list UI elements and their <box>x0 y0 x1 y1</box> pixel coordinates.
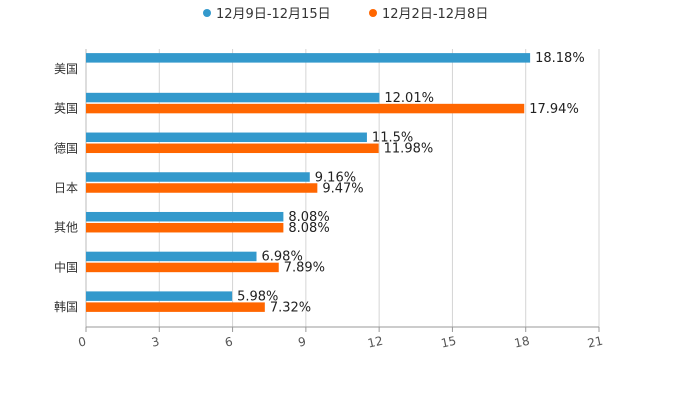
x-tick-label: 21 <box>586 334 604 351</box>
data-label: 11.98% <box>384 142 434 157</box>
data-label: 11.5% <box>372 131 413 146</box>
bar-series1 <box>86 211 284 222</box>
bar-series2 <box>86 183 318 193</box>
x-tick-label: 3 <box>150 334 160 349</box>
bar-series1 <box>86 132 367 143</box>
category-label: 韩国 <box>54 299 78 314</box>
x-tick-label: 0 <box>77 334 87 349</box>
legend: 12月9日-12月15日 12月2日-12月8日 <box>203 7 488 22</box>
bar-series2 <box>86 222 284 233</box>
data-label: 9.47% <box>322 181 363 196</box>
category-label: 其他 <box>54 221 78 235</box>
category-label: 德国 <box>54 140 78 155</box>
bar-series1 <box>86 92 380 103</box>
bar-series2 <box>86 103 525 114</box>
bar-series2 <box>86 262 279 273</box>
data-label: 17.94% <box>529 102 579 117</box>
data-label: 8.08% <box>288 221 329 236</box>
data-label: 6.98% <box>262 250 303 265</box>
x-tick-label: 18 <box>513 334 531 351</box>
category-label: 中国 <box>54 259 78 274</box>
legend-label-1: 12月9日-12月15日 <box>216 7 331 22</box>
bar-series2 <box>86 302 265 312</box>
data-label: 9.16% <box>315 170 356 185</box>
labels: 美国 18.18% 英国 12.01% 17.94% 德国 11.5%11.98% 日本 9.1… <box>54 51 585 315</box>
x-tick-label: 6 <box>224 334 234 349</box>
legend-marker-2 <box>369 9 377 17</box>
data-label: 12.01% <box>384 91 434 106</box>
x-tick-label: 15 <box>440 334 458 351</box>
bar-series1 <box>86 172 310 182</box>
bars <box>86 53 531 312</box>
bar-series1 <box>86 53 531 63</box>
category-label: 美国 <box>54 62 78 76</box>
x-tick-label: 9 <box>297 334 307 349</box>
legend-marker-1 <box>203 9 211 17</box>
data-label: 7.89% <box>284 261 325 276</box>
bar-series1 <box>86 251 257 262</box>
category-label: 英国 <box>54 102 78 116</box>
data-label: 18.18% <box>535 51 585 66</box>
bar-series2 <box>86 143 379 154</box>
x-tick-label: 12 <box>366 334 384 351</box>
category-label: 日本 <box>54 181 78 195</box>
data-label: 5.98% <box>237 289 278 304</box>
bar-series1 <box>86 291 233 301</box>
legend-label-2: 12月2日-12月8日 <box>382 7 488 22</box>
data-label: 8.08% <box>288 210 329 225</box>
data-label: 7.32% <box>270 300 311 315</box>
